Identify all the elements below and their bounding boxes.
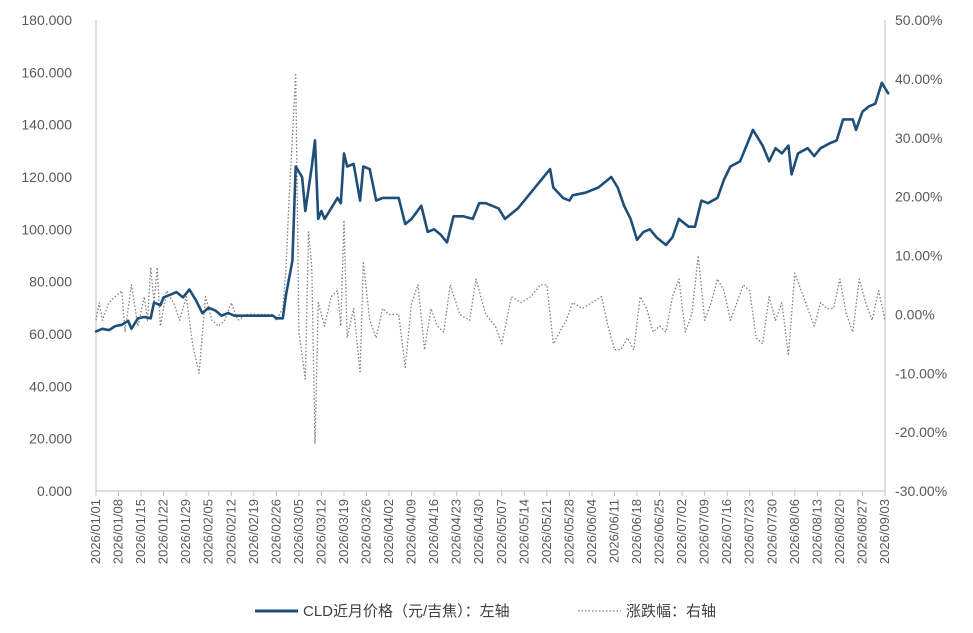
x-axis-tick-label: 2026/03/19 [336,499,351,564]
x-axis-tick-label: 2026/01/01 [88,499,103,564]
x-axis-tick-label: 2026/03/26 [359,499,374,564]
right-axis-tick-labels: -30.00% -20.00% -10.00% 0.00% 10.00% 20.00% 30… [895,12,947,499]
x-axis-tick-label: 2026/07/16 [719,499,734,564]
x-axis-tick-label: 2026/02/05 [201,499,216,564]
x-axis-tick-label: 2026/05/07 [494,499,509,564]
left-axis-tick-label: 40.000 [29,378,72,394]
x-axis-tick-label: 2026/05/14 [516,499,531,564]
x-axis-tick-label: 2026/09/03 [877,499,892,564]
x-axis-tick-label: 2026/07/23 [742,499,757,564]
x-axis-tick-label: 2026/02/19 [246,499,261,564]
x-axis-tick-label: 2026/07/02 [674,499,689,564]
left-axis-tick-label: 140.000 [21,117,72,133]
x-axis-tick-label: 2026/02/26 [268,499,283,564]
left-axis-tick-label: 80.000 [29,274,72,290]
series-change-line [95,72,886,445]
left-axis-tick-label: 160.000 [21,64,72,80]
right-axis-tick-label: 20.00% [895,189,942,205]
x-axis-tick-label: 2026/08/13 [809,499,824,564]
right-axis-tick-label: -10.00% [895,365,947,381]
left-axis-tick-label: 120.000 [21,169,72,185]
x-axis-tick-labels: 2026/01/01 2026/01/08 2026/01/15 2026/01/22… [88,499,892,564]
x-axis-tick-label: 2026/03/12 [313,499,328,564]
x-axis-tick-label: 2026/04/30 [471,499,486,564]
right-axis-tick-label: -30.00% [895,483,947,499]
x-axis-tick-label: 2026/01/15 [133,499,148,564]
x-axis-tick-label: 2026/05/21 [539,499,554,564]
left-axis-tick-label: 20.000 [29,431,72,447]
right-axis-tick-label: 10.00% [895,248,942,264]
right-axis-tick-label: 30.00% [895,130,942,146]
x-axis-tick-label: 2026/06/18 [629,499,644,564]
x-axis-tick-label: 2026/07/09 [697,499,712,564]
right-axis-tick-label: 50.00% [895,12,942,28]
x-axis-tick-label: 2026/04/16 [426,499,441,564]
legend-label-price: CLD近月价格（元/吉焦）：左轴 [303,603,510,620]
x-axis-tick-label: 2026/01/29 [178,499,193,564]
right-axis-tick-label: -20.00% [895,424,947,440]
left-axis-tick-label: 100.000 [21,221,72,237]
x-axis-tick-label: 2026/04/09 [404,499,419,564]
legend-label-change: 涨跌幅：右轴 [626,603,716,620]
x-axis-tick-label: 2026/04/23 [449,499,464,564]
x-axis-tick-label: 2026/08/27 [854,499,869,564]
x-axis-tick-label: 2026/06/11 [606,499,621,563]
x-axis-tick-label: 2026/06/04 [584,499,599,564]
left-axis-tick-label: 0.000 [37,483,72,499]
left-axis-tick-label: 60.000 [29,326,72,342]
series-layer [94,72,890,445]
axes-layer [95,20,886,496]
x-axis-tick-label: 2026/03/05 [291,499,306,564]
x-axis-tick-label: 2026/01/22 [156,499,171,564]
right-axis-tick-label: 40.00% [895,71,942,87]
x-axis-tick-label: 2026/08/06 [787,499,802,564]
x-axis-tick-label: 2026/01/08 [111,499,126,564]
left-axis-tick-label: 180.000 [21,12,72,28]
left-axis-tick-labels: 0.000 20.000 40.000 60.000 80.000 100.000 120.… [21,12,72,499]
x-axis-tick-label: 2026/04/02 [381,499,396,564]
x-axis-tick-label: 2026/05/28 [561,499,576,564]
x-axis-tick-label: 2026/08/20 [832,499,847,564]
x-axis-tick-label: 2026/07/30 [764,499,779,564]
x-axis-tick-label: 2026/02/12 [223,499,238,564]
right-axis-tick-label: 0.00% [895,306,935,322]
legend: CLD近月价格（元/吉焦）：左轴 涨跌幅：右轴 [255,603,716,620]
x-axis-tick-label: 2026/06/25 [652,499,667,564]
series-price-line [94,81,890,333]
